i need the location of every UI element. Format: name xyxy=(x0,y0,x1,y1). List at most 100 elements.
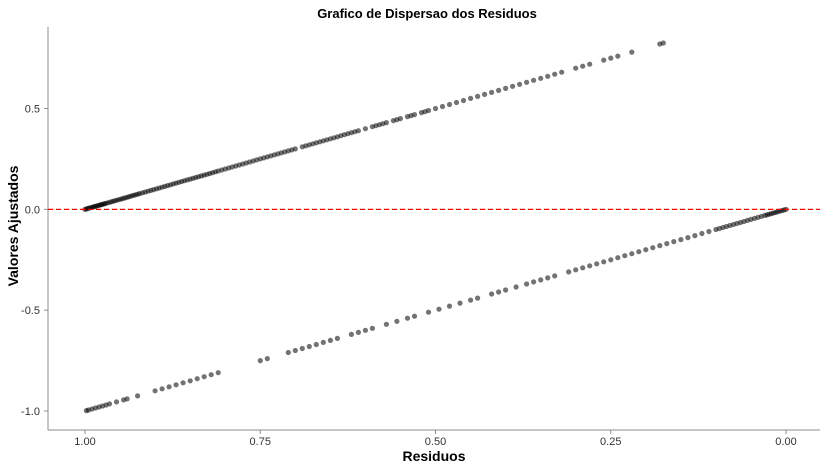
data-point xyxy=(159,386,165,392)
data-point xyxy=(489,291,495,297)
data-point xyxy=(173,382,179,388)
data-point xyxy=(580,265,586,271)
data-point xyxy=(636,249,642,255)
data-point xyxy=(292,347,298,354)
y-axis-title: Valores Ajustados xyxy=(5,165,21,286)
data-point xyxy=(482,91,488,97)
data-point xyxy=(531,77,537,83)
chart-title: Grafico de Dispersao dos Residuos xyxy=(317,6,537,21)
data-point xyxy=(194,376,200,382)
data-point xyxy=(615,255,621,261)
data-point xyxy=(446,303,453,309)
data-point xyxy=(573,267,579,273)
data-point xyxy=(671,239,677,245)
data-point xyxy=(432,105,439,112)
data-point xyxy=(348,331,354,337)
data-point xyxy=(404,315,411,321)
data-point xyxy=(657,243,663,249)
data-point xyxy=(622,253,628,259)
data-point xyxy=(517,81,523,87)
data-point xyxy=(187,378,193,384)
data-point xyxy=(678,237,684,243)
data-point xyxy=(166,384,172,390)
data-point xyxy=(397,116,403,122)
data-point xyxy=(468,297,474,303)
data-point xyxy=(513,284,519,290)
x-tick-label: 0.00 xyxy=(775,436,796,448)
data-point xyxy=(587,263,593,269)
data-point xyxy=(383,120,389,126)
data-point xyxy=(215,370,221,376)
data-point xyxy=(468,95,474,101)
data-point xyxy=(538,75,544,81)
data-point xyxy=(327,337,333,343)
data-point xyxy=(601,57,607,63)
data-point xyxy=(587,61,593,67)
data-point xyxy=(503,85,509,91)
data-point xyxy=(257,358,263,364)
data-point xyxy=(383,321,389,327)
data-point xyxy=(559,69,565,75)
data-point xyxy=(608,55,614,61)
y-tick-label: -0.5 xyxy=(21,305,40,317)
data-point xyxy=(106,401,113,407)
data-point xyxy=(489,89,495,95)
data-point xyxy=(615,53,621,59)
data-point xyxy=(285,349,291,356)
data-point xyxy=(643,247,649,253)
x-axis-title: Residuos xyxy=(402,448,465,464)
data-point xyxy=(113,399,120,405)
data-point xyxy=(566,269,572,275)
data-point xyxy=(660,40,666,46)
data-point xyxy=(201,374,207,380)
y-tick-label: 0.0 xyxy=(25,204,40,216)
data-point xyxy=(180,380,186,386)
data-point xyxy=(531,279,537,285)
data-point xyxy=(369,325,375,331)
data-point xyxy=(411,313,418,319)
data-point xyxy=(306,343,312,350)
x-axis-ticks: 1.00 0.75 0.50 0.25 0.00 xyxy=(74,430,797,448)
data-point xyxy=(475,93,481,99)
data-point xyxy=(394,318,400,324)
x-tick-label: 0.75 xyxy=(250,436,271,448)
data-point xyxy=(503,287,509,293)
data-point xyxy=(608,257,614,263)
data-point xyxy=(552,273,558,279)
data-point xyxy=(425,309,432,315)
data-point xyxy=(685,235,691,241)
data-point xyxy=(320,339,326,345)
data-point xyxy=(496,87,502,93)
data-point xyxy=(545,73,551,79)
data-point xyxy=(496,289,502,295)
data-point xyxy=(264,356,270,362)
data-point xyxy=(650,245,656,251)
y-tick-label: 0.5 xyxy=(25,104,40,116)
data-point xyxy=(706,228,712,235)
data-point xyxy=(313,341,319,348)
data-point xyxy=(362,327,368,333)
data-point xyxy=(629,251,635,257)
data-point xyxy=(545,275,551,281)
data-point xyxy=(692,233,698,239)
data-point xyxy=(629,49,635,55)
data-point xyxy=(509,83,516,89)
data-point xyxy=(580,63,586,69)
data-point xyxy=(446,101,453,108)
data-point xyxy=(552,71,558,77)
data-point xyxy=(601,259,607,265)
data-point xyxy=(124,396,130,402)
y-axis-ticks: 0.5 0.0 -0.5 -1.0 xyxy=(21,104,48,418)
data-point xyxy=(664,241,670,247)
data-point xyxy=(594,261,600,267)
data-point xyxy=(152,388,158,394)
x-tick-label: 0.50 xyxy=(425,436,446,448)
data-points xyxy=(82,40,789,414)
data-point xyxy=(538,277,544,283)
data-point xyxy=(436,306,442,312)
data-point xyxy=(208,372,214,378)
data-point xyxy=(699,230,705,237)
data-point xyxy=(362,126,368,132)
data-point xyxy=(135,393,141,399)
